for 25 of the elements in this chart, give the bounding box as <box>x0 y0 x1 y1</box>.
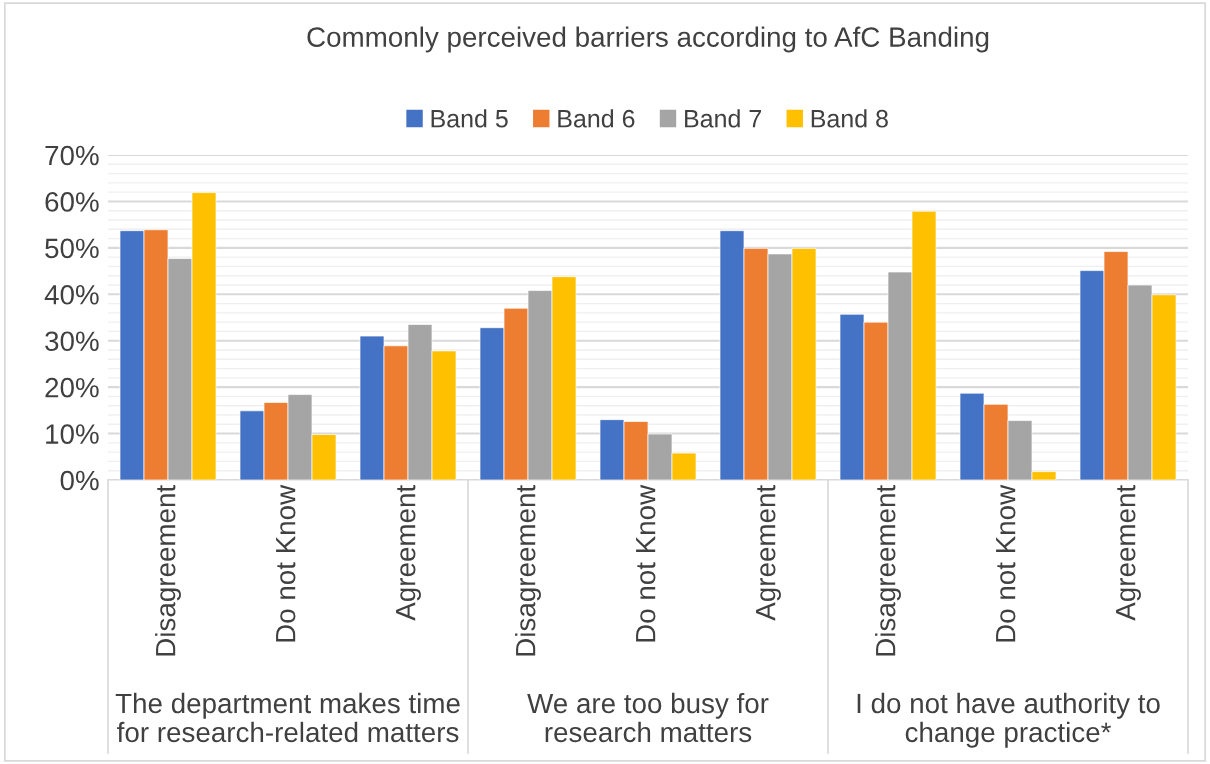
chart-title: Commonly perceived barriers according to AfC Banding <box>307 26 989 53</box>
legend-label: Band 6 <box>558 109 635 128</box>
y-tick-label: 70% <box>45 145 99 166</box>
y-tick-label: 20% <box>45 377 99 398</box>
x-tick-label: Do not Know <box>996 484 1016 642</box>
x-tick-label: Disagreement <box>515 485 541 656</box>
x-tick-label: Agreement <box>756 485 781 621</box>
x-tick-label: Disagreement <box>155 485 181 656</box>
x-tick-label: Do not Know <box>636 484 656 642</box>
x-tick-label: Disagreement <box>875 485 901 656</box>
legend-label: Band 8 <box>811 109 888 128</box>
y-tick-label: 0% <box>60 470 99 491</box>
y-tick-label: 30% <box>45 331 99 352</box>
x-tick-label: Agreement <box>396 485 421 621</box>
legend-label: Band 7 <box>685 109 761 128</box>
text: We are too busy for research matters <box>527 692 769 743</box>
x-tick-label: Agreement <box>1116 485 1141 621</box>
text: The department makes time for research-related matters <box>115 692 460 743</box>
y-tick-label: 10% <box>46 424 99 444</box>
y-tick-label: 40% <box>44 284 99 305</box>
x-tick-label: Do not Know <box>276 484 296 642</box>
legend-label: Band 5 <box>431 109 508 128</box>
y-tick-label: 50% <box>45 238 99 259</box>
y-tick-label: 60% <box>45 192 99 212</box>
text: I do not have authority to change practice* <box>857 692 1160 748</box>
